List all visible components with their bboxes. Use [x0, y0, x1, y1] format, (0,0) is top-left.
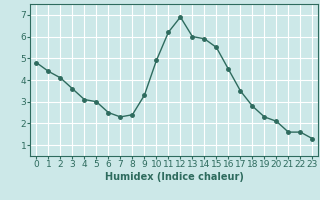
X-axis label: Humidex (Indice chaleur): Humidex (Indice chaleur)	[105, 172, 244, 182]
